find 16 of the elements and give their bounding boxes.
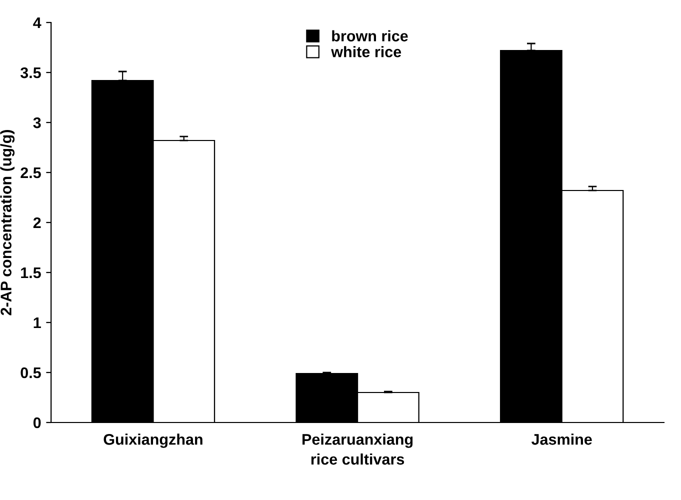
y-tick-label: 3 (33, 117, 41, 128)
y-tick-label: 0.5 (20, 367, 41, 378)
y-tick-label: 4 (33, 18, 42, 28)
y-tick-label: 1.5 (21, 268, 41, 278)
legend-label: brown rice (332, 30, 408, 42)
y-tick-label: 0 (33, 417, 41, 428)
x-tick-label: Jasmine (531, 434, 592, 445)
x-axis-title: rice cultivars (311, 453, 404, 465)
y-tick-label: 1 (34, 318, 41, 328)
x-tick-label: Guixiangzhan (104, 434, 202, 448)
y-axis-title: 2-AP concentration (ug/g) (0, 130, 15, 316)
y-tick-label: 2.5 (20, 167, 41, 178)
y-tick-label: 3.5 (20, 67, 41, 78)
x-tick-label: Peizaruanxiang (302, 434, 413, 448)
legend-label: white rice (331, 46, 402, 58)
y-tick-label: 2 (33, 217, 41, 228)
